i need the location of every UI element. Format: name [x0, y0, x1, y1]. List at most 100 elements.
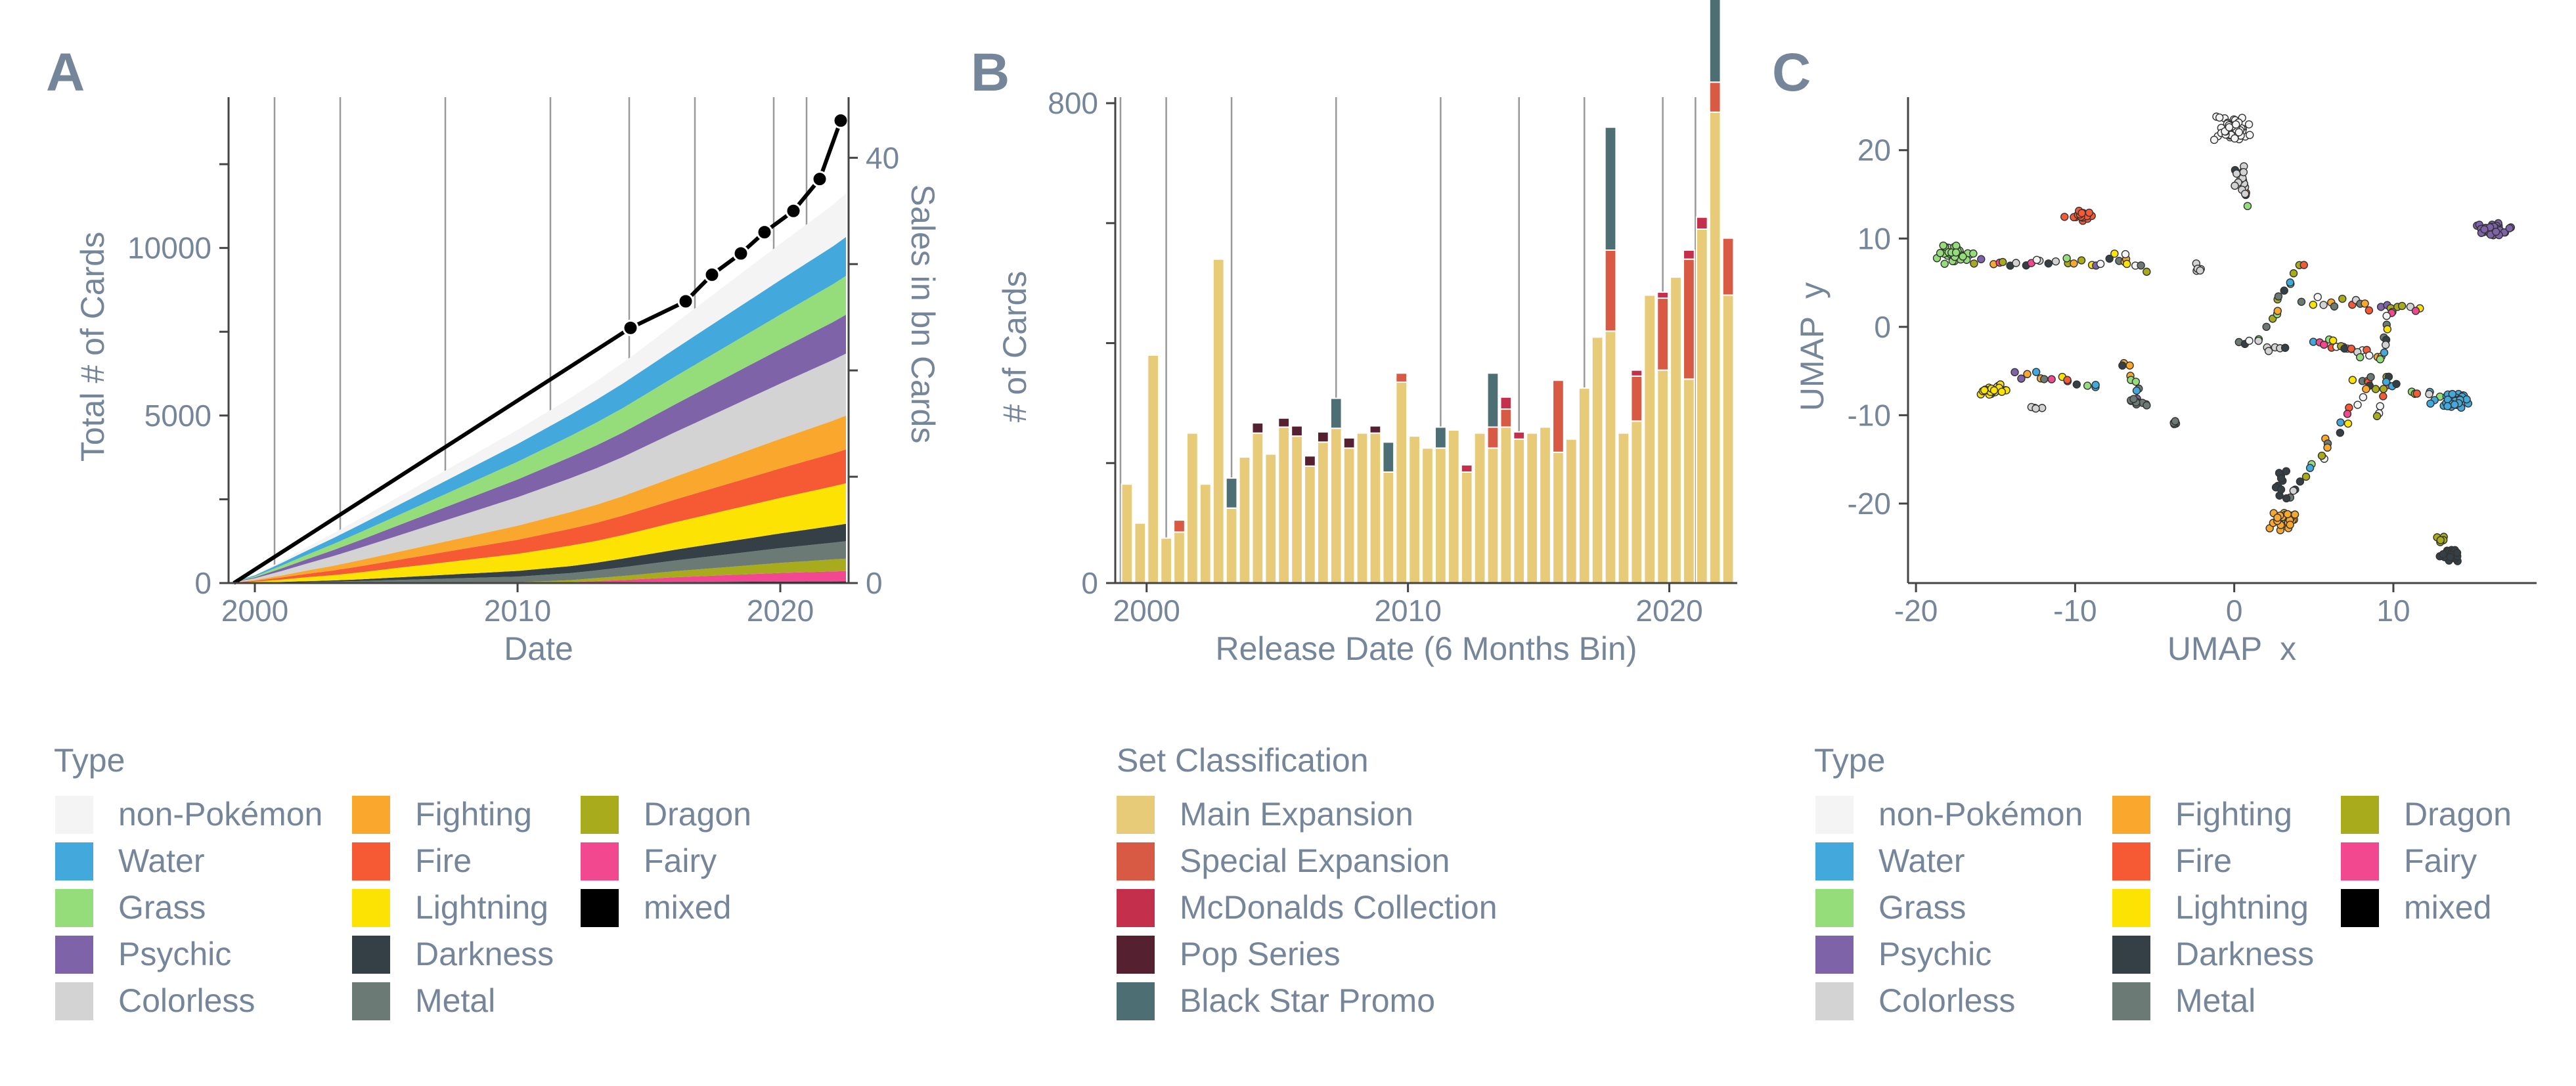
bar-main-expansion [1160, 537, 1172, 584]
legend-label: Fairy [644, 842, 717, 879]
legend-label: Lightning [415, 889, 548, 926]
bar-special-expansion [1552, 380, 1565, 453]
umap-point [2299, 261, 2308, 269]
legend-swatch [2341, 796, 2379, 834]
umap-point [2070, 259, 2078, 268]
umap-point [2246, 131, 2254, 139]
sales-point [677, 293, 694, 310]
bar-mcdonalds-collection [1513, 431, 1526, 440]
umap-point [2240, 190, 2250, 198]
bar-main-expansion [1499, 426, 1513, 584]
umap-point [2328, 336, 2338, 345]
umap-point [2143, 401, 2151, 410]
umap-point [2336, 428, 2345, 437]
area-fairy [229, 571, 846, 583]
bar-mcdonalds-collection [1499, 396, 1513, 410]
bar-main-expansion [1147, 354, 1160, 584]
umap-point [2380, 348, 2389, 357]
umap-point [2446, 553, 2454, 561]
legend-type-c: Type non-Pokémon Water Grass Psychic Colorle… [1814, 742, 2512, 1020]
legend-swatch [1815, 982, 1854, 1020]
bar-main-expansion [1708, 111, 1721, 584]
chart-a-xlabel: Date [504, 630, 573, 667]
umap-point [2264, 347, 2273, 355]
bar-main-expansion [1656, 369, 1669, 584]
umap-point [2319, 301, 2328, 309]
umap-point [2077, 209, 2086, 217]
umap-point [2371, 385, 2380, 393]
bar-main-expansion [1251, 432, 1264, 584]
bar-main-expansion [1291, 435, 1303, 584]
area-dragon [229, 558, 846, 583]
legend-swatch [352, 982, 390, 1020]
bar-main-expansion [1513, 438, 1526, 584]
umap-point [2309, 300, 2317, 309]
umap-point [2411, 307, 2420, 315]
umap-point [2286, 521, 2294, 529]
legend-set-classification: Set Classification Main Expansion Special… [1117, 742, 1498, 1020]
umap-point [2425, 389, 2433, 399]
umap-point [2317, 451, 2326, 460]
umap-point [2032, 368, 2041, 376]
bar-black-star-promo [1329, 397, 1343, 429]
bar-special-expansion [1395, 372, 1408, 383]
area-darkness [229, 523, 846, 583]
bar-main-expansion [1486, 447, 1499, 584]
y-tick-label-c: 0 [1874, 310, 1891, 344]
bar-main-expansion [1683, 378, 1695, 584]
bar-main-expansion [1421, 447, 1434, 584]
y-tick-label-a: 0 [194, 566, 211, 600]
umap-point [2012, 259, 2020, 267]
umap-point [2131, 378, 2141, 386]
chart-b-ylabel: # of Cards [996, 271, 1033, 423]
sales-point [756, 224, 773, 241]
bar-main-expansion [1356, 432, 1369, 584]
x-tick-label-a: 2020 [747, 594, 814, 628]
legend-label: Pop Series [1180, 936, 1341, 972]
umap-point [2379, 392, 2387, 401]
umap-point [2297, 297, 2306, 306]
legend-swatch [2341, 842, 2379, 880]
legend-swatch [1815, 936, 1854, 974]
legend-label: Grass [1878, 889, 1966, 926]
umap-point [2085, 208, 2094, 217]
chart-c-points [1932, 112, 2516, 565]
sales-point [832, 112, 849, 129]
umap-point [2225, 123, 2234, 132]
y-tick-label-a: 10000 [127, 231, 211, 265]
bar-special-expansion [1604, 249, 1617, 332]
bar-main-expansion [1447, 429, 1460, 584]
bar-main-expansion [1395, 381, 1408, 584]
legend-swatch [55, 842, 93, 880]
umap-point [2491, 227, 2500, 236]
bar-pop-series [1304, 455, 1316, 467]
bar-special-expansion [1499, 408, 1513, 428]
umap-point [1998, 257, 2007, 267]
bar-main-expansion [1264, 453, 1277, 584]
umap-point [1940, 259, 1949, 268]
bar-main-expansion [1186, 432, 1199, 584]
umap-point [2051, 257, 2060, 266]
y-tick-label-c: -20 [1848, 487, 1891, 521]
umap-point [2382, 378, 2391, 386]
y-tick-label-b: 0 [1081, 566, 1098, 600]
umap-point [2234, 128, 2244, 137]
bar-main-expansion [1316, 441, 1329, 584]
x-tick-label-b: 2020 [1635, 594, 1702, 628]
legend-label: Psychic [1878, 936, 1991, 972]
chart-a-y2label: Sales in bn Cards [904, 185, 941, 444]
panel-letter-a: A [46, 43, 85, 102]
bar-main-expansion [1369, 432, 1382, 584]
bar-main-expansion [1721, 294, 1735, 584]
legend-label: Psychic [118, 936, 231, 972]
umap-point [2276, 474, 2286, 483]
umap-point [2215, 113, 2224, 122]
bar-main-expansion [1277, 426, 1291, 584]
legend-label: mixed [2404, 889, 2491, 926]
umap-point [2336, 418, 2345, 427]
chart-c-ylabel: UMAP y [1794, 282, 1831, 411]
umap-point [2353, 401, 2362, 409]
bar-main-expansion [1173, 531, 1186, 584]
umap-point [2289, 269, 2298, 278]
legend-swatch [55, 936, 93, 974]
